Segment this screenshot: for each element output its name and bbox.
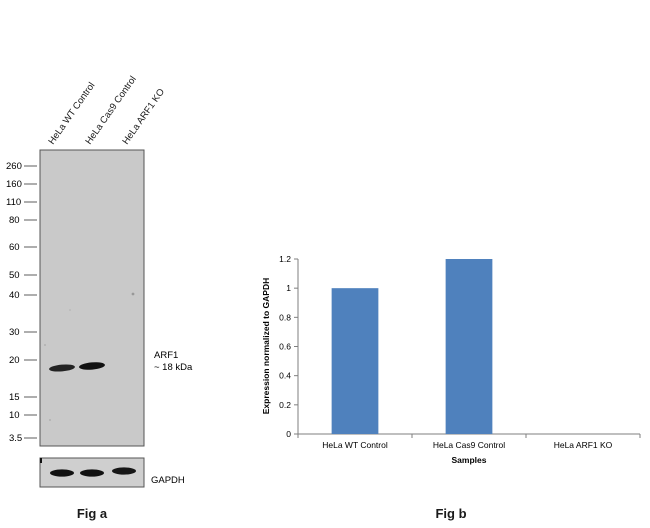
mw-ladder: 260 160 110 80 60 50 40 30 20 15 10 3.5 bbox=[6, 161, 37, 444]
fig-a-caption: Fig a bbox=[76, 506, 108, 521]
bar-2 bbox=[445, 259, 493, 434]
gapdh-band-lane-2 bbox=[80, 469, 104, 477]
arf1-size-label: ~ 18 kDa bbox=[154, 362, 193, 373]
x-tick-label: HeLa ARF1 KO bbox=[554, 440, 613, 450]
arf1-band-group bbox=[49, 362, 105, 372]
mw-label-80: 80 bbox=[9, 215, 20, 226]
y-axis-title: Expression normalized to GAPDH bbox=[261, 278, 271, 415]
arf1-label: ARF1 bbox=[154, 350, 178, 361]
y-tick-label: 0.6 bbox=[279, 342, 291, 352]
mw-label-20: 20 bbox=[9, 355, 20, 366]
gapdh-corner-mark bbox=[40, 458, 42, 463]
y-tick-label: 0 bbox=[286, 429, 291, 439]
gapdh-band-lane-1 bbox=[50, 469, 74, 477]
arf1-band-lane-2 bbox=[79, 362, 105, 370]
y-tick-group: 0 0.2 0.4 0.6 0.8 1 1.2 bbox=[279, 254, 298, 439]
mw-label-3-5: 3.5 bbox=[9, 433, 22, 444]
mw-label-30: 30 bbox=[9, 327, 20, 338]
bar-1 bbox=[331, 288, 379, 434]
mw-label-160: 160 bbox=[6, 179, 22, 190]
mw-label-110: 110 bbox=[6, 197, 21, 208]
membrane-speck bbox=[69, 309, 71, 311]
y-tick-label: 0.2 bbox=[279, 400, 291, 410]
gapdh-band-lane-3 bbox=[112, 467, 136, 475]
membrane-speck bbox=[44, 344, 46, 346]
y-tick-label: 0.4 bbox=[279, 371, 291, 381]
x-tick-group: HeLa WT Control HeLa Cas9 Control HeLa ARF… bbox=[297, 434, 641, 450]
mw-label-40: 40 bbox=[9, 290, 20, 301]
y-tick-label: 0.8 bbox=[279, 312, 291, 322]
mw-label-50: 50 bbox=[9, 270, 20, 281]
bar-chart-panel: 0 0.2 0.4 0.6 0.8 1 1.2 HeLa WT Control HeLa Ca… bbox=[261, 254, 641, 465]
bar-group bbox=[331, 259, 493, 434]
fig-b-caption: Fig b bbox=[435, 506, 467, 521]
x-axis-title: Samples bbox=[452, 455, 487, 465]
y-tick-label: 1.2 bbox=[279, 254, 291, 264]
membrane-speck bbox=[49, 419, 51, 421]
western-blot-panel: HeLa WT Control HeLa Cas9 Control HeLa A… bbox=[6, 74, 193, 488]
mw-label-10: 10 bbox=[9, 410, 20, 421]
gapdh-band-group bbox=[50, 467, 136, 477]
y-tick-label: 1 bbox=[286, 283, 291, 293]
gapdh-label: GAPDH bbox=[151, 475, 185, 486]
blot-membrane bbox=[39, 149, 145, 447]
x-tick-label: HeLa Cas9 Control bbox=[433, 440, 505, 450]
mw-label-260: 260 bbox=[6, 161, 22, 172]
x-tick-label: HeLa WT Control bbox=[322, 440, 388, 450]
membrane-speck bbox=[131, 292, 135, 296]
mw-label-60: 60 bbox=[9, 242, 20, 253]
mw-label-15: 15 bbox=[9, 392, 20, 403]
arf1-band-lane-1 bbox=[49, 364, 75, 372]
